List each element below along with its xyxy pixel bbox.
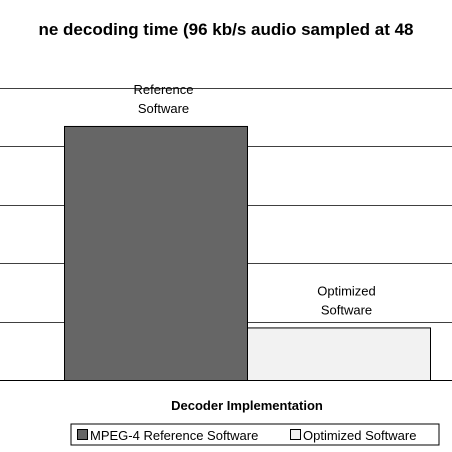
bar-reference — [64, 125, 248, 381]
bar-data-label: Reference Software — [134, 82, 194, 116]
bar-optimized — [247, 327, 431, 382]
chart-title: ne decoding time (96 kb/s audio sampled … — [38, 20, 413, 39]
bar-data-label: Optimized Software — [317, 283, 376, 317]
bar-labels: Reference Software Optimized Software — [134, 82, 376, 317]
legend: MPEG-4 Reference Software Optimized Softw… — [70, 423, 440, 446]
x-axis-label: Decoder Implementation — [171, 398, 323, 413]
legend-swatch — [77, 429, 88, 440]
legend-box — [70, 423, 440, 446]
legend-entry: Optimized Software — [303, 428, 416, 443]
legend-swatch — [290, 429, 301, 440]
bars — [64, 125, 431, 382]
legend-entry: MPEG-4 Reference Software — [90, 428, 258, 443]
